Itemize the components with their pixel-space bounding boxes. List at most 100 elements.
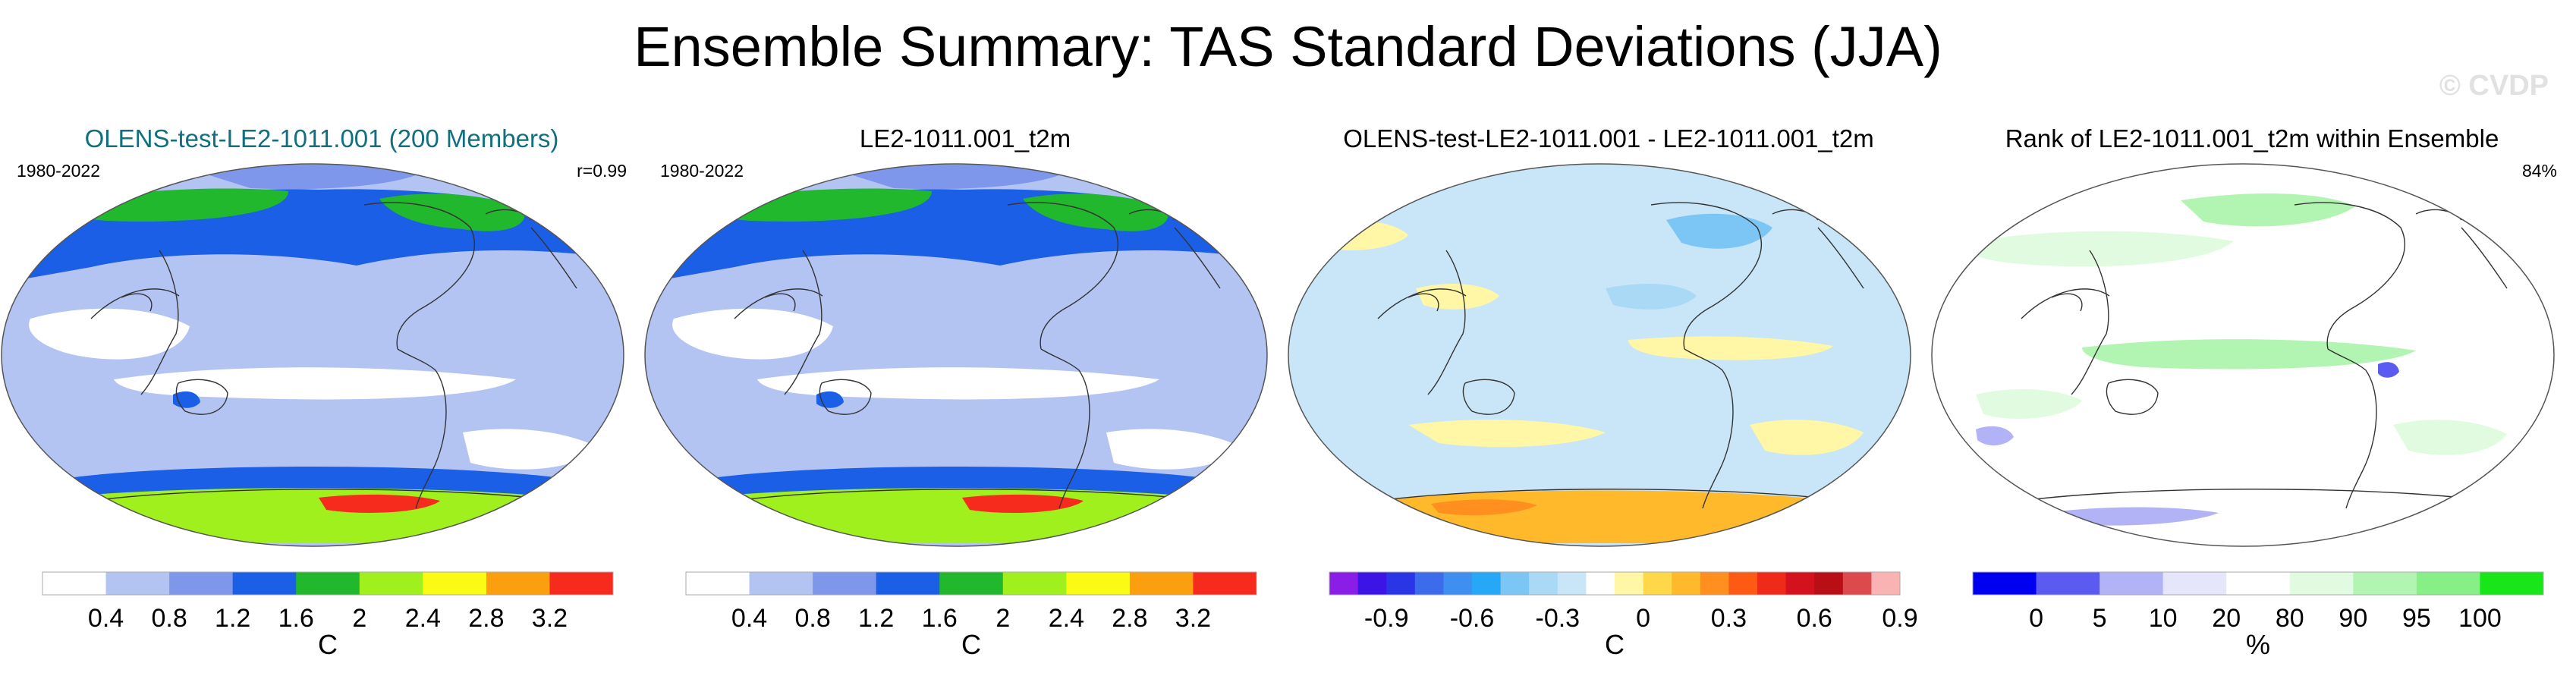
coastlines [2021, 202, 2508, 509]
colorbar-swatch [1066, 572, 1131, 595]
colorbar-swatch [359, 572, 423, 595]
colorbar-swatch [1785, 572, 1815, 595]
region-arctic-ocean [841, 165, 1068, 190]
colorbar-tick-label: 2 [352, 604, 366, 633]
panel-3: OLENS-test-LE2-1011.001 - LE2-1011.001_t… [1287, 0, 1930, 676]
region-west-pacific-low [29, 308, 190, 360]
coastline-1 [1377, 288, 1467, 319]
coastline-7 [1817, 227, 1864, 289]
colorbar-swatch [1414, 572, 1444, 595]
coastline-0 [2071, 250, 2109, 395]
colorbar-swatch [749, 572, 813, 595]
panel-1: OLENS-test-LE2-1011.001 (200 Members) 19… [0, 0, 643, 676]
panel-period: 1980-2022 [17, 161, 100, 181]
colorbar-swatch [486, 572, 550, 595]
colorbar-tick-label: -0.9 [1364, 604, 1409, 633]
region-atlantic-low [463, 429, 599, 470]
region-equatorial-pacific-green [2082, 339, 2416, 369]
colorbar-swatch [2162, 572, 2227, 595]
colorbar-swatch [105, 572, 170, 595]
colorbar-swatch [2036, 572, 2100, 595]
coastline-8 [2021, 489, 2477, 501]
region-west-pacific-low [672, 308, 833, 360]
region-north-america-blue [1666, 213, 1772, 249]
colorbar: 0.4 0.8 1.2 1.6 2 2.4 2.8 3.2 C [42, 571, 614, 660]
colorbar-swatch [1472, 572, 1502, 595]
colorbar-tick-label: 1.2 [858, 604, 894, 633]
map [1288, 163, 1911, 547]
colorbar-swatch [169, 572, 234, 595]
colorbar-tick-label: 1.6 [922, 604, 958, 633]
coastline-4 [1650, 202, 1762, 350]
map-border [1, 163, 624, 547]
colorbar-tick-label: 95 [2402, 604, 2431, 633]
colorbar-tick-label: 0.6 [1797, 604, 1832, 633]
colorbar-swatch [1871, 572, 1901, 595]
colorbar-tick-label: 5 [2093, 604, 2107, 633]
region-tropical-pacific-low [114, 367, 516, 400]
colorbar-swatch [1500, 572, 1530, 595]
colorbar-tick-label: 1.6 [278, 604, 314, 633]
colorbar-swatch [549, 572, 614, 595]
colorbar-swatch [2353, 572, 2417, 595]
coastline-0 [784, 250, 822, 395]
colorbar-frame [685, 571, 1257, 596]
colorbar-swatch [2480, 572, 2544, 595]
coastline-7 [530, 227, 577, 289]
panel-period: 1980-2022 [660, 161, 744, 181]
colorbar-swatch [813, 572, 877, 595]
colorbar-swatch [2099, 572, 2164, 595]
colorbar-tick-label: 100 [2458, 604, 2502, 633]
coastline-7 [2461, 227, 2508, 289]
colorbar-tick-label: 2.8 [468, 604, 504, 633]
colorbar-swatch [1386, 572, 1416, 595]
coastline-5 [1040, 348, 1090, 509]
region-eurasia-green [2181, 193, 2355, 227]
colorbar-frame [1972, 571, 2544, 596]
region-north-pacific-green [1967, 231, 2234, 267]
colorbar-tick-label: 1.2 [215, 604, 250, 633]
colorbar-tick-label: 0 [1636, 604, 1650, 633]
coastline-8 [90, 489, 547, 501]
coastline-3 [121, 293, 153, 312]
figure-title: Ensemble Summary: TAS Standard Deviation… [634, 15, 1942, 78]
colorbar-swatch [1973, 572, 2037, 595]
region-south-atlantic-green [2393, 420, 2507, 455]
colorbar-swatch [1329, 572, 1359, 595]
region-australia-blue [1976, 426, 2014, 446]
colorbar-tick-label: 80 [2276, 604, 2304, 633]
colorbar-units: C [318, 629, 338, 660]
coastline-1 [90, 288, 180, 319]
colorbar-tick-label: 0.9 [1882, 604, 1917, 633]
map [1, 163, 624, 547]
colorbar-swatch [1842, 572, 1872, 595]
colorbar-swatch [1615, 572, 1644, 595]
panel-stat: r=0.99 [577, 161, 627, 181]
colorbar-tick-label: 90 [2339, 604, 2367, 633]
colorbar-tick-label: 3.2 [532, 604, 568, 633]
region-tropical-pacific-low [757, 367, 1159, 400]
colorbar-swatch [1728, 572, 1758, 595]
colorbar-tick-label: -0.3 [1536, 604, 1581, 633]
panel-title: OLENS-test-LE2-1011.001 (200 Members) [84, 124, 559, 152]
colorbar-swatch [1193, 572, 1257, 595]
coastline-2 [819, 379, 872, 415]
coastline-5 [397, 348, 447, 509]
colorbar-swatch [1357, 572, 1387, 595]
colorbar-tick-label: -0.6 [1450, 604, 1495, 633]
region-antarctica-peak [319, 494, 440, 513]
colorbar-swatch [1129, 572, 1194, 595]
colorbar-tick-label: 0.3 [1711, 604, 1747, 633]
coastline-2 [1462, 379, 1515, 415]
map [1931, 163, 2555, 547]
colorbar: 0.4 0.8 1.2 1.6 2 2.4 2.8 3.2 C [685, 571, 1257, 660]
colorbar-tick-label: 2 [995, 604, 1010, 633]
colorbar-tick-label: 0.4 [731, 604, 767, 633]
colorbar-swatch [1757, 572, 1787, 595]
colorbar-tick-label: 10 [2149, 604, 2178, 633]
coastline-8 [734, 489, 1190, 501]
coastline-0 [140, 250, 179, 395]
coastline-3 [1408, 293, 1439, 312]
region-background [1288, 164, 1911, 546]
panel-title: OLENS-test-LE2-1011.001 - LE2-1011.001_t… [1343, 124, 1874, 152]
